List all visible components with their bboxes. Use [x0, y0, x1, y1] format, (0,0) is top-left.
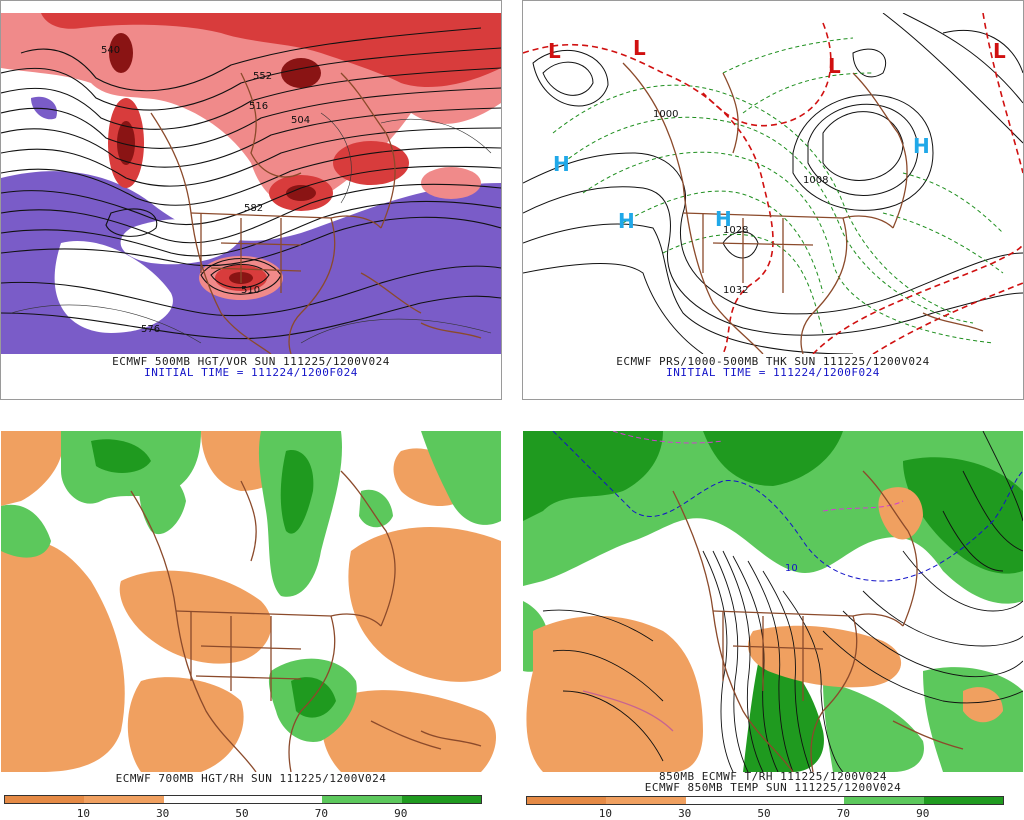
- low-pressure-symbol: L: [993, 39, 1006, 63]
- panel-frame: [0, 0, 502, 400]
- colorbar-label: 50: [235, 807, 249, 820]
- panel-caption-2: ECMWF 850MB TEMP SUN 111225/1200V024: [644, 781, 902, 794]
- low-pressure-symbol: L: [633, 36, 646, 60]
- map-700mb: [1, 431, 501, 772]
- colorbar-label: 30: [156, 807, 170, 820]
- high-pressure-symbol: H: [913, 134, 930, 158]
- height-label: 582: [244, 203, 263, 214]
- isobar-label: 1028: [723, 225, 748, 236]
- height-label: 504: [291, 115, 310, 126]
- low-pressure-symbol: L: [828, 54, 841, 78]
- high-pressure-symbol: H: [715, 207, 732, 231]
- panel-subcaption: INITIAL TIME = 111224/1200F024: [144, 366, 358, 379]
- rh-colorbar: [526, 796, 1004, 805]
- colorbar-label: 30: [678, 807, 692, 820]
- high-pressure-symbol: H: [553, 152, 570, 176]
- panel-caption: ECMWF 700MB HGT/RH SUN 111225/1200V024: [115, 772, 387, 785]
- colorbar-label: 90: [916, 807, 930, 820]
- map-850mb: 10: [523, 431, 1023, 772]
- colorbar-label: 90: [394, 807, 408, 820]
- rh-colorbar: [4, 795, 482, 804]
- panel-prs-thk: H H H H L L L L 1000 1032 1008 1028 ECMW…: [522, 0, 1024, 400]
- height-label: 576: [141, 324, 160, 335]
- panel-caption: ECMWF PRS/1000-500MB THK SUN 111225/1200…: [616, 355, 930, 368]
- colorbar-label: 70: [314, 807, 329, 820]
- isobar-label: 1000: [653, 109, 678, 120]
- height-label: 540: [101, 45, 120, 56]
- low-pressure-symbol: L: [548, 39, 561, 63]
- panel-500mb-hgt-vor: 582 576 552 540 516 504 510 ECMWF 500MB …: [0, 0, 502, 400]
- colorbar-label: 10: [598, 807, 612, 820]
- colorbar-labels: 10 30 50 70 90: [4, 807, 482, 820]
- panel-850mb-t-rh: 10 850MB ECMWF T/RH 111225/1200V024 ECMW…: [522, 418, 1024, 820]
- map-500mb: 582 576 552 540 516 504 510: [1, 13, 501, 354]
- height-label: 552: [253, 71, 272, 82]
- panel-700mb-hgt-rh: ECMWF 700MB HGT/RH SUN 111225/1200V024 1…: [0, 418, 502, 820]
- colorbar-label: 50: [757, 807, 771, 820]
- isobar-label: 1008: [803, 175, 828, 186]
- map-prs-thk: H H H H L L L L 1000 1032 1008 1028: [523, 13, 1023, 354]
- colorbar-labels: 10 30 50 70 90: [526, 807, 1004, 820]
- colorbar-label: 10: [76, 807, 90, 820]
- panel-caption: ECMWF 500MB HGT/VOR SUN 111225/1200V024: [112, 355, 390, 368]
- height-label: 510: [241, 285, 260, 296]
- colorbar-label: 70: [836, 807, 851, 820]
- isotherm-label: 10: [785, 563, 798, 574]
- panel-caption: 850MB ECMWF T/RH 111225/1200V024: [659, 770, 887, 783]
- height-label: 516: [249, 101, 268, 112]
- high-pressure-symbol: H: [618, 209, 635, 233]
- panel-subcaption: INITIAL TIME = 111224/1200F024: [666, 366, 880, 379]
- isobar-label: 1032: [723, 285, 748, 296]
